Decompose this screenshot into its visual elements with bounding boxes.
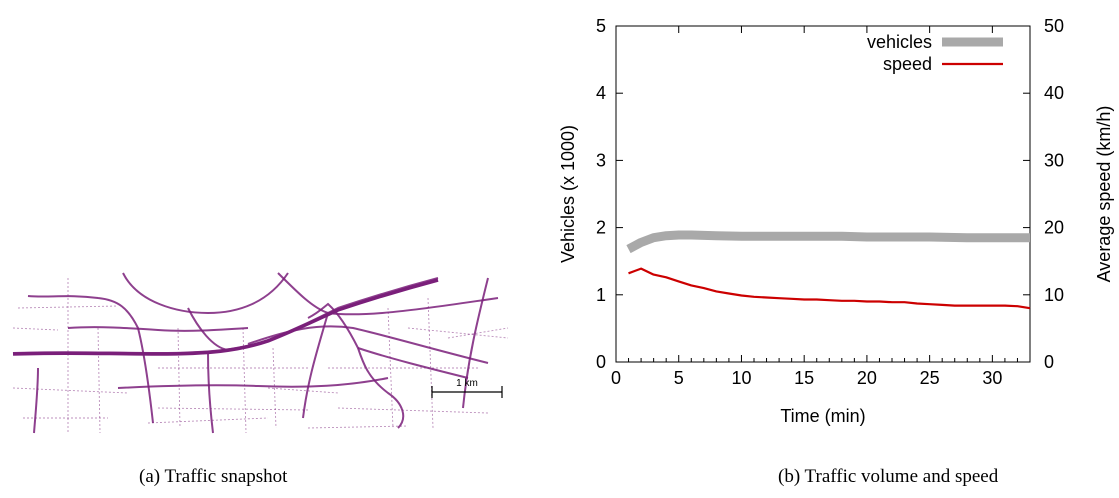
major-road	[247, 325, 489, 364]
minor-road	[337, 407, 489, 414]
minor-road	[272, 347, 277, 429]
minor-road	[17, 305, 119, 309]
major-road	[277, 272, 499, 316]
major-road	[302, 312, 329, 419]
x-tick-label: 0	[611, 368, 621, 388]
legend-label-vehicles: vehicles	[867, 32, 932, 52]
y2-axis-title: Average speed (km/h)	[1094, 106, 1114, 283]
major-road	[117, 377, 389, 389]
y-axis-title: Vehicles (x 1000)	[560, 125, 578, 263]
minor-road	[12, 387, 129, 394]
y-tick-label: 2	[596, 218, 606, 238]
major-road	[307, 302, 405, 429]
x-axis-ticks: 0 5 10 15 20 25 30	[611, 26, 1031, 388]
minor-road	[157, 407, 309, 411]
y-tick-label: 5	[596, 16, 606, 36]
traffic-volume-speed-chart: 0 5 10 15 20 25 30 0 1 2 3 4 5 0 10 20 30 40 50 vehicles…	[560, 16, 1114, 426]
x-tick-label: 25	[920, 368, 940, 388]
series-line-vehicles	[626, 230, 1030, 254]
y-tick-label: 4	[596, 83, 606, 103]
y-tick-label: 3	[596, 150, 606, 170]
minor-road	[267, 387, 339, 394]
major-road	[357, 347, 469, 379]
major-road	[33, 367, 39, 434]
y-tick-label: 1	[596, 285, 606, 305]
figure-a-caption: (a) Traffic snapshot	[139, 466, 288, 487]
y2-tick-label: 0	[1044, 352, 1054, 372]
figure-b-caption: (b) Traffic volume and speed	[778, 466, 999, 487]
y-tick-label: 0	[596, 352, 606, 372]
minor-road	[407, 327, 509, 339]
plot-border	[615, 25, 1031, 363]
major-road	[12, 277, 439, 355]
major-road	[67, 326, 249, 332]
scale-bar: 1 km	[431, 378, 503, 398]
minor-roads	[12, 278, 509, 434]
minor-road	[387, 307, 394, 429]
x-tick-label: 10	[731, 368, 751, 388]
main-road	[12, 278, 439, 356]
y2-tick-label: 40	[1044, 83, 1064, 103]
y-axis-ticks: 0 1 2 3 4 5	[596, 16, 623, 372]
x-tick-label: 20	[857, 368, 877, 388]
major-road	[207, 352, 214, 434]
traffic-snapshot-map: 1 km	[12, 272, 509, 434]
y2-tick-label: 20	[1044, 218, 1064, 238]
y2-tick-label: 30	[1044, 150, 1064, 170]
minor-road	[307, 425, 409, 429]
x-tick-label: 5	[674, 368, 684, 388]
major-road	[187, 307, 229, 351]
x-tick-label: 15	[794, 368, 814, 388]
y2-tick-label: 10	[1044, 285, 1064, 305]
y2-tick-label: 50	[1044, 16, 1064, 36]
series-line-speed	[628, 267, 1031, 310]
minor-road	[12, 327, 59, 331]
x-axis-title: Time (min)	[780, 406, 865, 426]
major-road	[27, 295, 154, 424]
minor-road	[177, 327, 181, 429]
minor-road	[97, 327, 101, 434]
legend-label-speed: speed	[883, 54, 932, 74]
minor-road	[427, 297, 434, 429]
minor-road	[242, 327, 247, 434]
scale-bar-label: 1 km	[456, 378, 478, 389]
minor-road	[147, 417, 269, 424]
x-tick-label: 30	[982, 368, 1002, 388]
major-road	[122, 272, 289, 315]
plot-frame	[615, 25, 1031, 363]
major-roads	[12, 272, 499, 434]
y2-axis-ticks: 0 10 20 30 40 50	[1023, 16, 1064, 372]
series-layer	[626, 230, 1031, 310]
